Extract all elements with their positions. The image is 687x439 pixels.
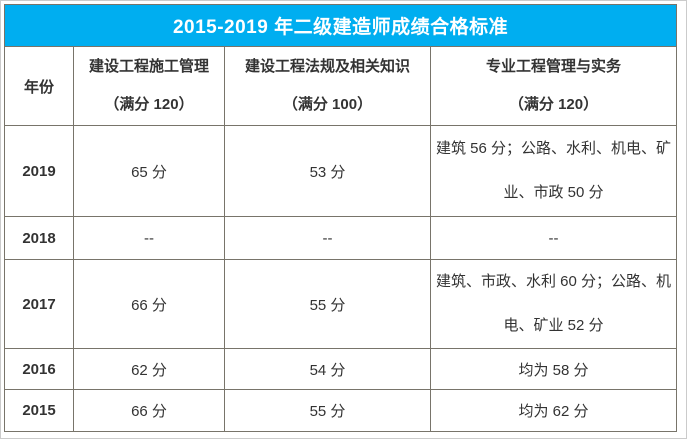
year-cell: 2017 (4, 259, 74, 349)
column-header-year: 年份 (4, 46, 74, 126)
table-row-2019: 2019 65 分 53 分 建筑 56 分；公路、水利、机电、矿业、市政 50… (4, 125, 678, 217)
table-title-row: 2015-2019 年二级建造师成绩合格标准 (3, 4, 678, 47)
law-score-cell: -- (224, 216, 431, 260)
column-header-practice-label: 专业工程管理与实务 (486, 58, 622, 75)
management-score-cell: 62 分 (73, 348, 225, 390)
column-header-law: 建设工程法规及相关知识 （满分 100） (224, 46, 431, 126)
table-title: 2015-2019 年二级建造师成绩合格标准 (3, 4, 678, 47)
column-header-practice: 专业工程管理与实务 （满分 120） (429, 46, 678, 126)
table-row-2018: 2018 -- -- -- (4, 216, 678, 260)
management-score-cell: -- (73, 216, 225, 260)
table-row-2016: 2016 62 分 54 分 均为 58 分 (4, 348, 678, 390)
management-score-cell: 66 分 (73, 389, 225, 432)
practice-score-cell: -- (429, 216, 678, 260)
column-header-management-label: 建设工程施工管理 (88, 58, 209, 75)
management-score-cell: 65 分 (73, 125, 225, 217)
year-cell: 2018 (4, 216, 74, 260)
law-score-cell: 54 分 (224, 348, 431, 390)
law-score-cell: 55 分 (224, 259, 431, 349)
year-cell: 2019 (4, 125, 74, 217)
score-standards-table: 2015-2019 年二级建造师成绩合格标准 年份 建设工程施工管理 （满分 1… (3, 4, 678, 432)
management-score-cell: 66 分 (73, 259, 225, 349)
column-header-law-label: 建设工程法规及相关知识 (244, 58, 410, 75)
column-header-management-maxscore: （满分 120） (104, 96, 194, 113)
column-header-law-maxscore: （满分 100） (282, 96, 373, 113)
practice-score-cell: 均为 58 分 (429, 348, 678, 390)
law-score-cell: 55 分 (224, 389, 431, 432)
year-cell: 2016 (4, 348, 74, 390)
table-row-2015: 2015 66 分 55 分 均为 62 分 (4, 389, 678, 432)
year-cell: 2015 (4, 389, 74, 432)
table-row-2017: 2017 66 分 55 分 建筑、市政、水利 60 分；公路、机电、矿业 52… (4, 259, 678, 349)
practice-score-cell: 建筑 56 分；公路、水利、机电、矿业、市政 50 分 (429, 125, 678, 217)
law-score-cell: 53 分 (224, 125, 431, 217)
column-header-management: 建设工程施工管理 （满分 120） (73, 46, 225, 126)
column-header-practice-maxscore: （满分 120） (508, 96, 599, 113)
table-header-row: 年份 建设工程施工管理 （满分 120） 建设工程法规及相关知识 （满分 100… (4, 46, 678, 126)
practice-score-cell: 建筑、市政、水利 60 分；公路、机电、矿业 52 分 (429, 259, 678, 349)
practice-score-cell: 均为 62 分 (429, 389, 678, 432)
